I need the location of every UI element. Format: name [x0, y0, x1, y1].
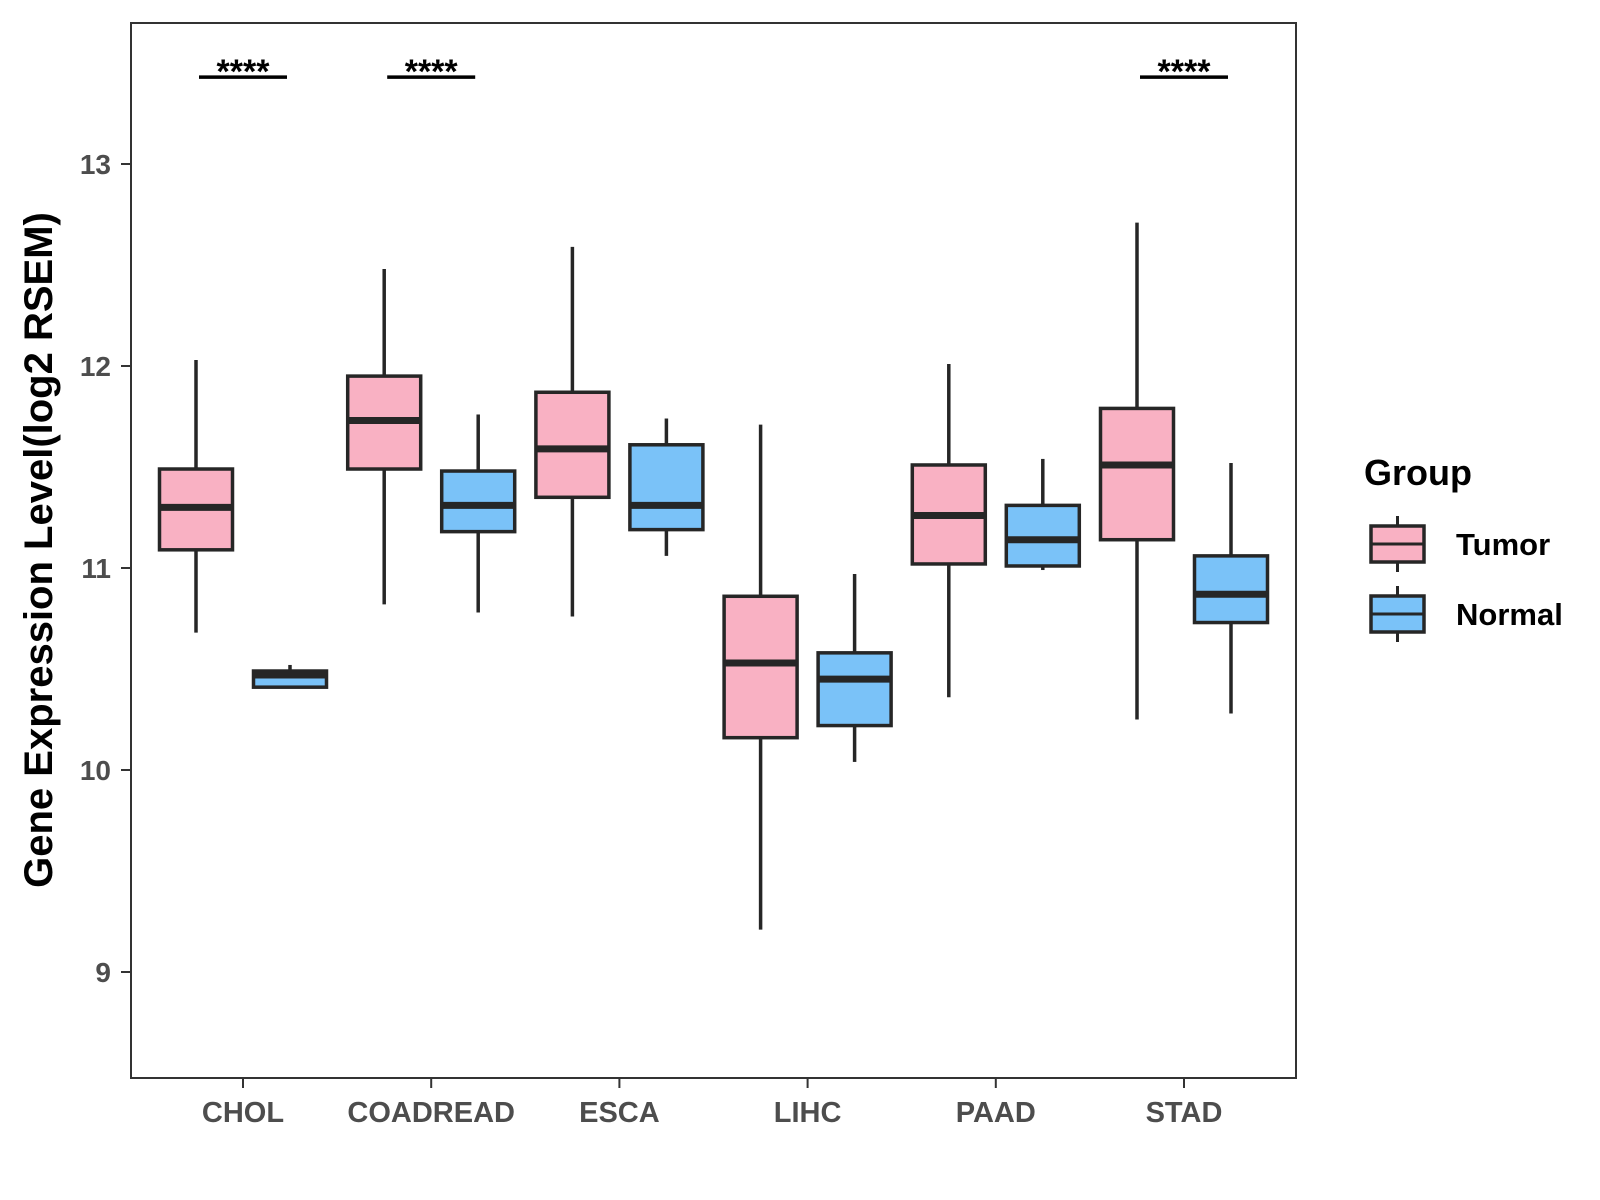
- box-tumor-chol: [157, 359, 235, 633]
- significance-label: ****: [217, 53, 271, 91]
- box-tumor-stad: [1098, 222, 1176, 720]
- box-body: [722, 594, 799, 740]
- legend: Group Tumor Normal: [1364, 452, 1563, 642]
- box-normal-lihc: [816, 574, 893, 762]
- box-body: [439, 469, 517, 534]
- significance-stad: ****: [1140, 53, 1228, 91]
- significance-chol: ****: [199, 53, 287, 91]
- plot-panel: [130, 22, 1297, 1079]
- x-tick-label-lihc: LIHC: [774, 1097, 842, 1129]
- y-axis: 9 10 11 12 13: [80, 149, 131, 988]
- x-axis: CHOL COADREAD ESCA LIHC PAAD STAD: [202, 1078, 1222, 1129]
- y-tick-label: 11: [81, 553, 111, 584]
- box-tumor-paad: [910, 363, 988, 698]
- box-body: [816, 651, 893, 728]
- x-tick-label-coadread: COADREAD: [347, 1097, 515, 1129]
- box-body: [534, 390, 611, 500]
- x-tick-label-chol: CHOL: [202, 1097, 284, 1129]
- box-tumor-esca: [534, 246, 611, 617]
- box-series: [157, 222, 1270, 930]
- box-normal-paad: [1004, 458, 1082, 571]
- x-tick-label-stad: STAD: [1146, 1097, 1223, 1129]
- box-tumor-lihc: [722, 424, 799, 930]
- box-body: [1192, 554, 1270, 625]
- y-tick-label: 9: [95, 957, 111, 988]
- x-tick-label-esca: ESCA: [579, 1097, 660, 1129]
- x-tick-label-paad: PAAD: [956, 1097, 1036, 1129]
- box-body: [628, 443, 705, 532]
- box-normal-stad: [1192, 462, 1270, 714]
- box-body: [1098, 406, 1176, 542]
- significance-coadread: ****: [387, 53, 476, 91]
- significance-label: ****: [405, 53, 459, 91]
- legend-item-normal: Normal: [1369, 586, 1563, 642]
- significance-label: ****: [1158, 53, 1212, 91]
- y-tick-label: 13: [80, 149, 111, 180]
- legend-item-tumor: Tumor: [1369, 516, 1550, 572]
- box-normal-chol: [251, 664, 329, 689]
- box-normal-coadread: [439, 414, 517, 613]
- legend-item-label: Normal: [1456, 597, 1563, 632]
- significance-annotations: **** **** ****: [199, 53, 1228, 91]
- box-body: [1004, 503, 1082, 568]
- legend-item-label: Tumor: [1456, 527, 1550, 562]
- y-axis-title: Gene Expression Level(log2 RSEM): [17, 212, 61, 888]
- legend-title: Group: [1364, 452, 1472, 493]
- box-tumor-coadread: [345, 269, 423, 605]
- y-tick-label: 10: [80, 755, 111, 786]
- box-normal-esca: [628, 418, 705, 556]
- y-tick-label: 12: [80, 351, 111, 382]
